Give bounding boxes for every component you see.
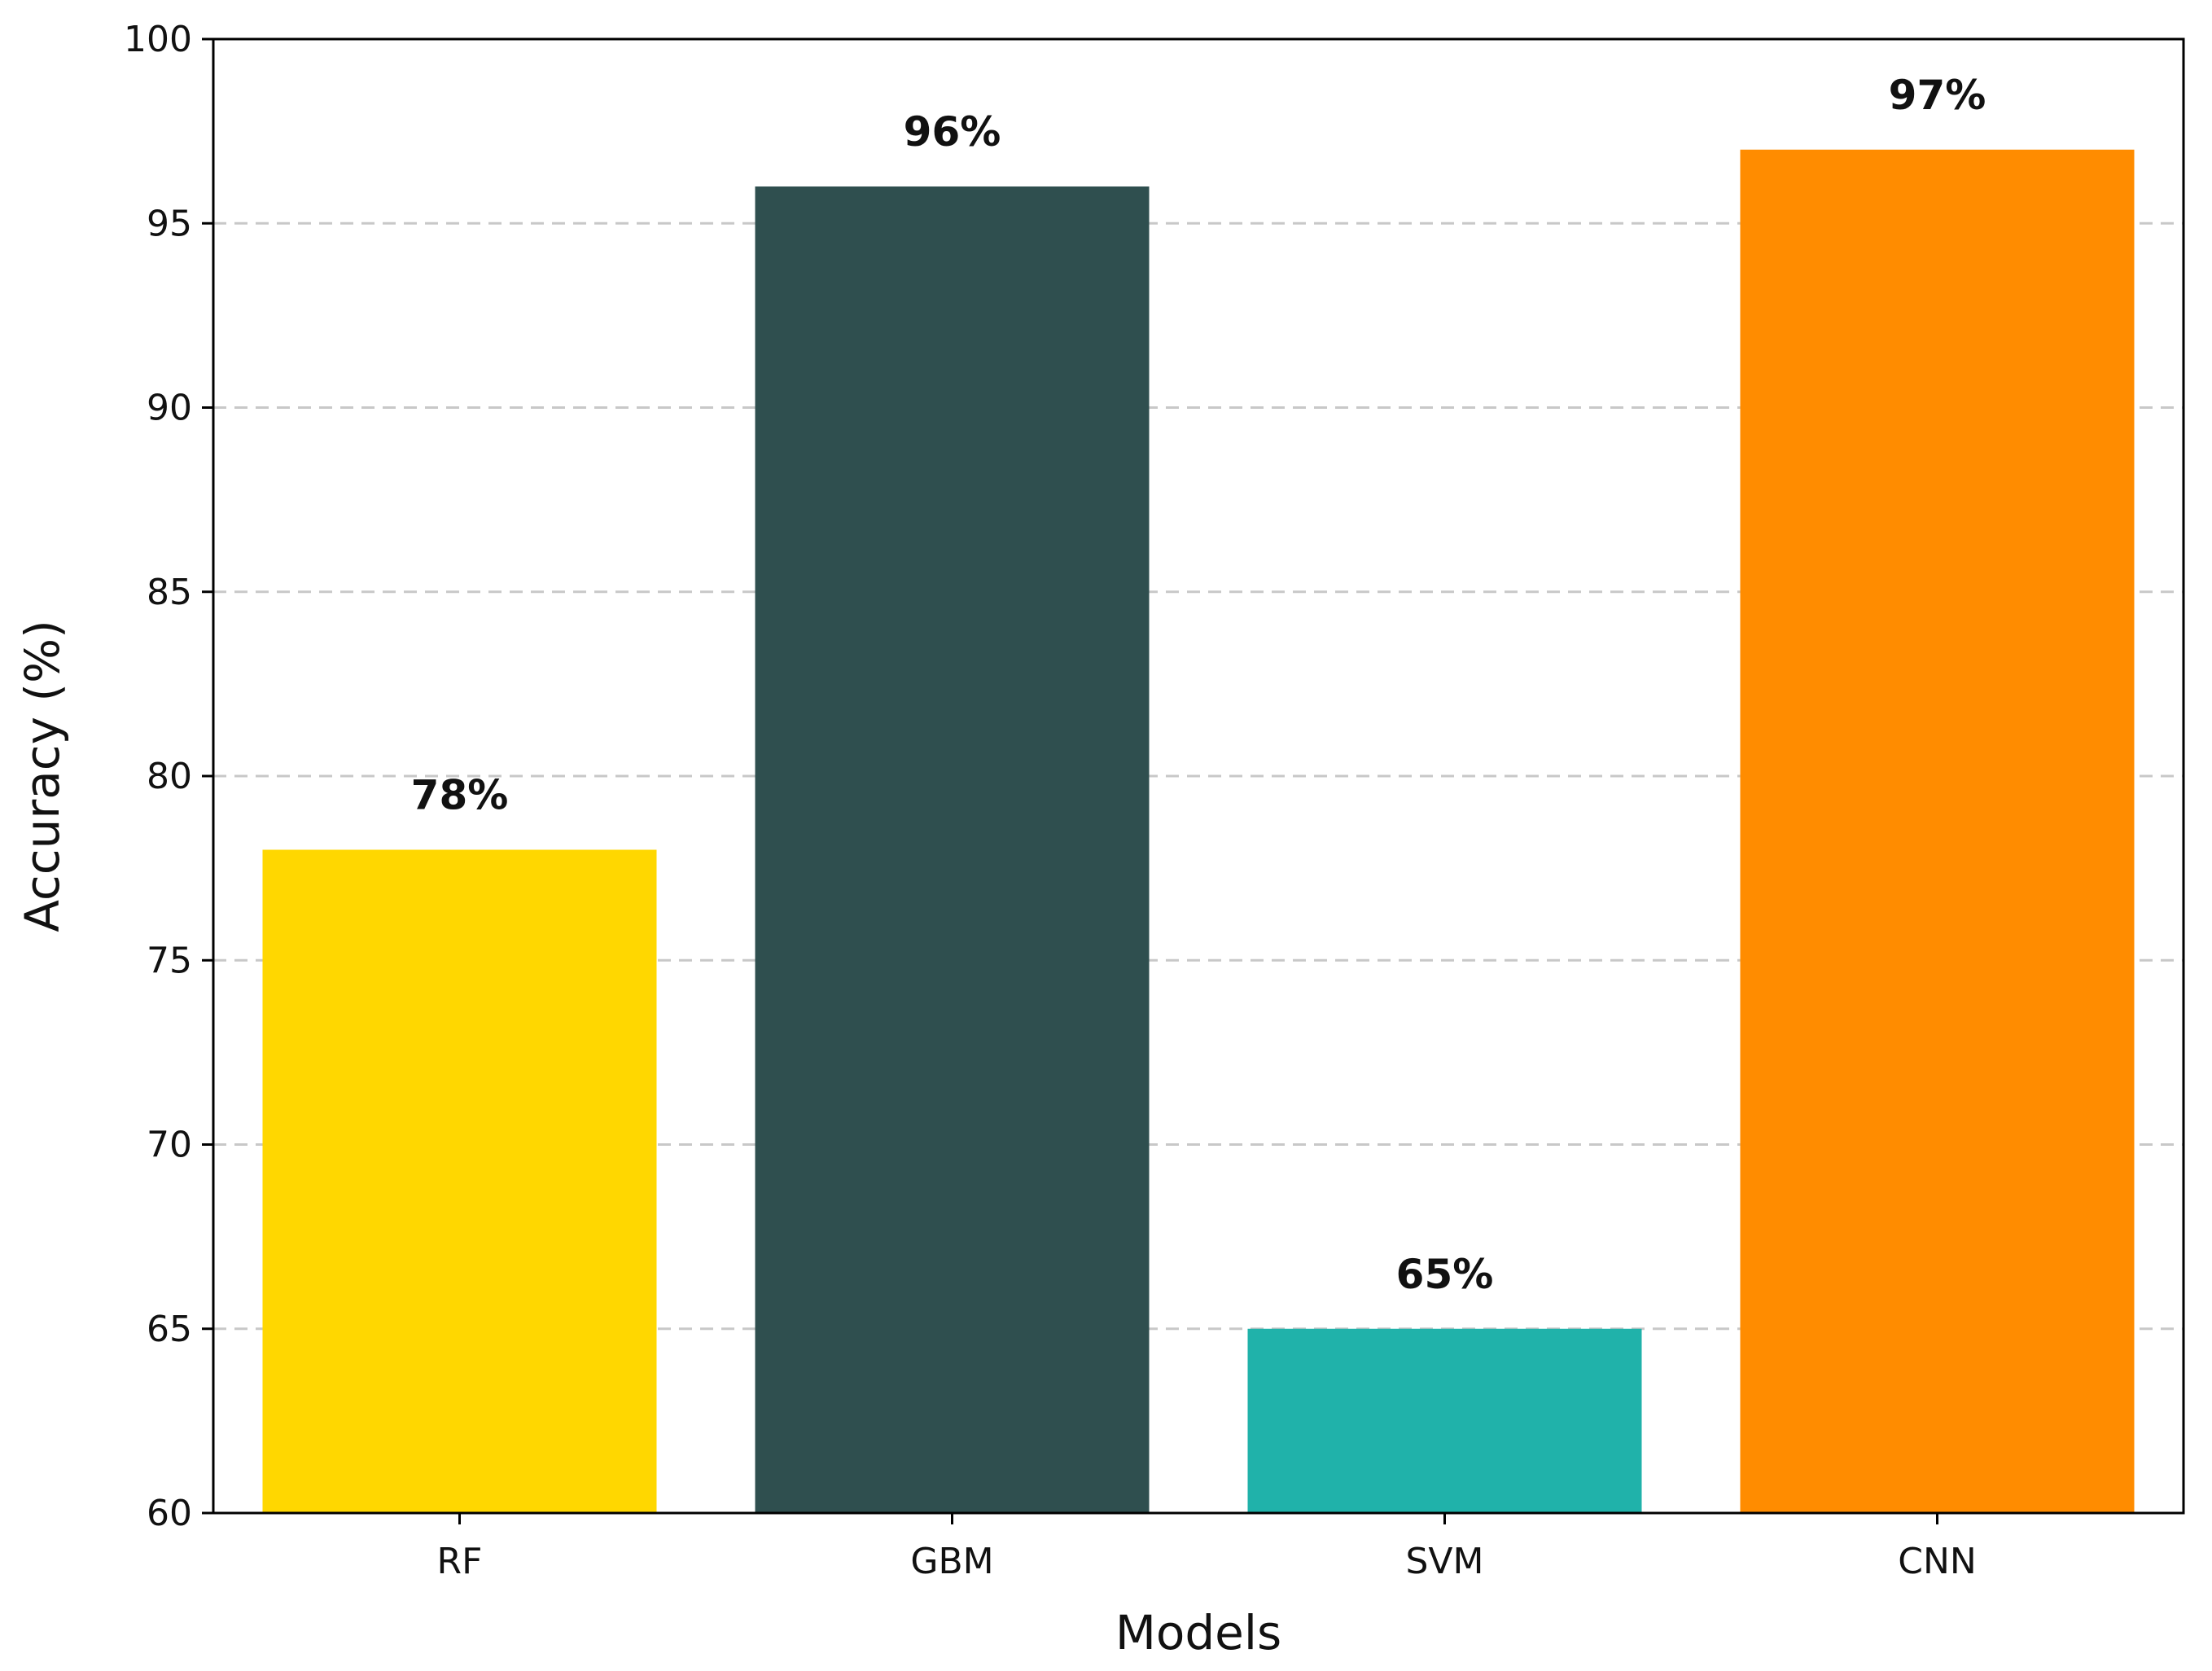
x-tick-label-rf: RF — [437, 1541, 483, 1582]
y-tick-label: 80 — [147, 756, 192, 797]
bars — [262, 149, 2135, 1513]
bar-rf — [262, 849, 657, 1513]
x-tick-label-cnn: CNN — [1898, 1541, 1977, 1582]
y-tick-label: 85 — [147, 572, 192, 613]
bar-svm — [1247, 1328, 1642, 1513]
bar-cnn — [1740, 149, 2135, 1513]
y-tick-label: 95 — [147, 203, 192, 244]
y-tick-label: 90 — [147, 388, 192, 429]
data-labels: 78% 96% 65% 97% — [411, 72, 1986, 1298]
y-axis-label: Accuracy (%) — [15, 620, 70, 932]
y-tick-label: 60 — [147, 1493, 192, 1534]
x-tick-label-gbm: GBM — [910, 1541, 993, 1582]
data-label-gbm: 96% — [904, 108, 1001, 156]
data-label-svm: 65% — [1396, 1251, 1494, 1298]
ticks: 60 65 70 75 80 85 90 95 100 RF GBM SVM CNN — [124, 19, 1977, 1582]
x-axis-label: Models — [1115, 1605, 1281, 1660]
y-tick-label: 65 — [147, 1309, 192, 1350]
y-tick-label: 75 — [147, 940, 192, 981]
data-label-rf: 78% — [411, 772, 509, 819]
bar-gbm — [755, 186, 1150, 1513]
y-tick-label: 70 — [147, 1125, 192, 1166]
data-label-cnn: 97% — [1889, 72, 1986, 119]
x-tick-label-svm: SVM — [1406, 1541, 1484, 1582]
y-tick-label: 100 — [124, 19, 192, 60]
